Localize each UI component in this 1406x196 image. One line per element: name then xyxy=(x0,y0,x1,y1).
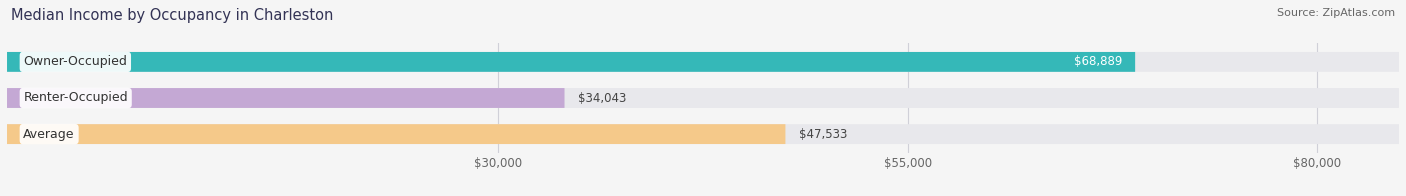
FancyBboxPatch shape xyxy=(7,88,1399,108)
FancyBboxPatch shape xyxy=(7,124,786,144)
Text: $68,889: $68,889 xyxy=(1074,55,1122,68)
FancyBboxPatch shape xyxy=(7,52,1399,72)
Text: Average: Average xyxy=(24,128,75,141)
Text: $34,043: $34,043 xyxy=(578,92,626,104)
FancyBboxPatch shape xyxy=(7,124,1399,144)
Text: Owner-Occupied: Owner-Occupied xyxy=(24,55,128,68)
Text: Source: ZipAtlas.com: Source: ZipAtlas.com xyxy=(1277,8,1395,18)
Text: $47,533: $47,533 xyxy=(799,128,846,141)
Text: Median Income by Occupancy in Charleston: Median Income by Occupancy in Charleston xyxy=(11,8,333,23)
FancyBboxPatch shape xyxy=(7,88,565,108)
FancyBboxPatch shape xyxy=(7,52,1135,72)
Text: Renter-Occupied: Renter-Occupied xyxy=(24,92,128,104)
